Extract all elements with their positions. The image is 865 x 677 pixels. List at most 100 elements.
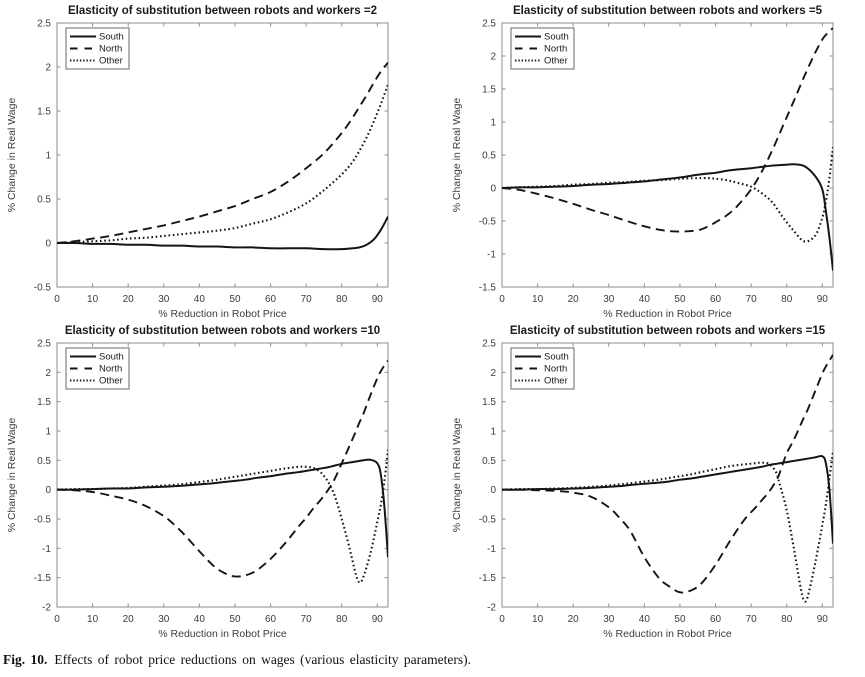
x-tick-label: 10 [532, 294, 544, 305]
x-tick-label: 20 [123, 614, 135, 625]
chart-panel-elasticity-15: Elasticity of substitution between robot… [445, 320, 865, 650]
x-tick-label: 90 [817, 294, 829, 305]
series-north-line [57, 61, 388, 244]
series-group [502, 27, 833, 271]
y-tick-label: 0.5 [37, 195, 51, 206]
x-tick-label: 10 [87, 614, 99, 625]
legend-label-other: Other [544, 56, 568, 67]
y-axis-label: % Change in Real Wage [6, 98, 18, 213]
x-tick-label: 70 [746, 294, 758, 305]
figure-caption-label: Fig. 10. [3, 652, 48, 667]
legend-label-south: South [544, 32, 569, 43]
y-tick-label: -0.5 [479, 217, 497, 228]
x-tick-label: 30 [158, 294, 170, 305]
y-tick-label: -2 [42, 603, 51, 614]
legend-label-other: Other [544, 376, 568, 387]
legend-label-north: North [544, 44, 567, 55]
figure-caption-text: Effects of robot price reductions on wag… [54, 652, 471, 667]
legend-label-other: Other [99, 56, 123, 67]
y-tick-label: 2.5 [482, 339, 496, 350]
x-tick-label: 0 [54, 614, 60, 625]
x-tick-label: 80 [781, 294, 793, 305]
x-tick-label: 80 [336, 614, 348, 625]
series-south-line [502, 454, 833, 544]
y-tick-label: 0 [490, 184, 496, 195]
series-north-line [57, 360, 388, 578]
x-tick-label: 20 [568, 294, 580, 305]
series-north-line [502, 354, 833, 594]
legend-label-north: North [99, 44, 122, 55]
chart-panel-elasticity-10: Elasticity of substitution between robot… [0, 320, 432, 650]
panel-title: Elasticity of substitution between robot… [65, 325, 380, 337]
y-tick-label: 1 [45, 427, 51, 438]
y-tick-label: 0 [45, 485, 51, 496]
y-tick-label: 2 [490, 368, 496, 379]
x-tick-label: 30 [158, 614, 170, 625]
x-tick-label: 90 [372, 294, 384, 305]
x-tick-label: 80 [781, 614, 793, 625]
y-tick-label: 0.5 [37, 456, 51, 467]
series-other-line [502, 451, 833, 603]
x-tick-label: 50 [674, 294, 686, 305]
x-tick-label: 70 [301, 294, 313, 305]
y-tick-label: 0.5 [482, 456, 496, 467]
x-tick-label: 50 [229, 294, 241, 305]
plot-box [501, 342, 834, 608]
legend-label-south: South [99, 352, 124, 363]
x-tick-label: 30 [603, 614, 615, 625]
series-other-line [57, 449, 388, 584]
subplot-2: Elasticity of substitution between robot… [451, 5, 834, 320]
series-other-line [502, 146, 833, 243]
legend-label-other: Other [99, 376, 123, 387]
y-tick-label: -1 [487, 250, 496, 261]
y-tick-label: -1.5 [479, 283, 497, 294]
x-tick-label: 40 [194, 294, 206, 305]
x-tick-label: 20 [568, 614, 580, 625]
chart-panel-elasticity-2: Elasticity of substitution between robot… [0, 0, 432, 330]
x-tick-label: 0 [499, 614, 505, 625]
x-tick-label: 10 [87, 294, 99, 305]
series-south-line [57, 216, 388, 251]
y-tick-label: -1 [487, 544, 496, 555]
y-axis-label: % Change in Real Wage [451, 418, 463, 533]
y-tick-label: 2 [45, 368, 51, 379]
x-axis-label: % Reduction in Robot Price [158, 308, 287, 320]
x-tick-label: 50 [229, 614, 241, 625]
panel-title: Elasticity of substitution between robot… [513, 5, 823, 17]
legend-label-north: North [99, 364, 122, 375]
x-tick-label: 80 [336, 294, 348, 305]
y-tick-label: 0 [45, 239, 51, 250]
x-tick-label: 70 [746, 614, 758, 625]
series-north-line [502, 27, 833, 233]
x-tick-label: 60 [265, 294, 277, 305]
x-tick-label: 90 [372, 614, 384, 625]
series-group [57, 61, 388, 251]
y-tick-label: -1 [42, 544, 51, 555]
y-tick-label: 2 [490, 52, 496, 63]
panel-title: Elasticity of substitution between robot… [68, 5, 377, 17]
x-axis-label: % Reduction in Robot Price [158, 628, 287, 640]
legend-label-north: North [544, 364, 567, 375]
x-tick-label: 60 [710, 294, 722, 305]
y-tick-label: -1.5 [479, 573, 497, 584]
x-tick-label: 0 [54, 294, 60, 305]
subplot-3: Elasticity of substitution between robot… [6, 325, 389, 640]
y-tick-label: 1.5 [37, 397, 51, 408]
panel-title: Elasticity of substitution between robot… [510, 325, 826, 337]
x-tick-label: 70 [301, 614, 313, 625]
x-tick-label: 20 [123, 294, 135, 305]
y-tick-label: 1.5 [37, 107, 51, 118]
y-axis-label: % Change in Real Wage [6, 418, 18, 533]
y-tick-label: 1.5 [482, 85, 496, 96]
y-tick-label: -0.5 [34, 283, 52, 294]
plot-box [56, 342, 389, 608]
y-tick-label: 2 [45, 63, 51, 74]
y-tick-label: 1 [490, 118, 496, 129]
series-group [57, 360, 388, 584]
series-south-line [502, 163, 833, 271]
y-tick-label: 2.5 [37, 19, 51, 30]
series-south-line [57, 458, 388, 558]
